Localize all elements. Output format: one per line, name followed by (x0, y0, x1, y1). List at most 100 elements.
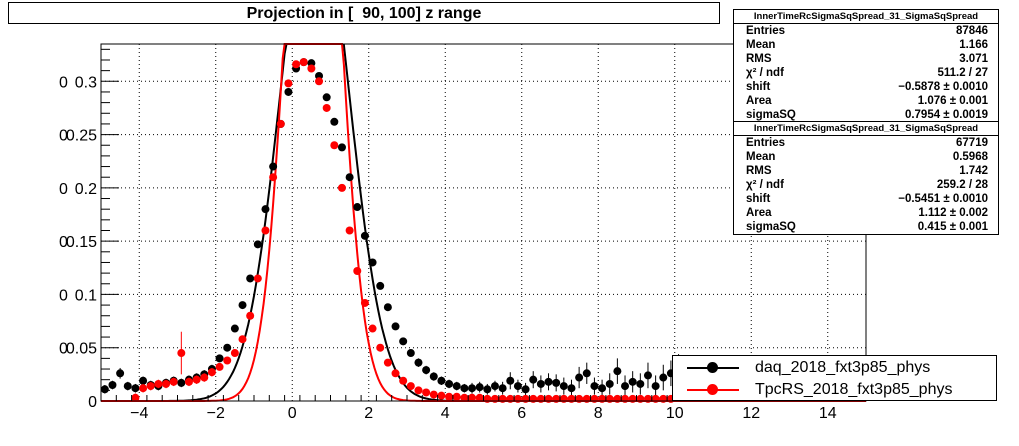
data-point (353, 266, 362, 275)
data-point (108, 381, 117, 390)
data-point (376, 343, 385, 352)
stats-value: 87846 (956, 25, 988, 37)
stats-label: χ² / ndf (746, 67, 784, 79)
data-point (475, 393, 484, 402)
data-point (513, 394, 522, 403)
x-tick-label: 2 (364, 405, 373, 422)
stats-value: 1.076 ± 0.001 (917, 95, 988, 107)
data-point (184, 377, 193, 386)
data-point (345, 173, 354, 182)
data-point (460, 384, 469, 393)
data-point (177, 349, 186, 358)
stats-value: 1.742 (959, 165, 988, 177)
stats-label: RMS (746, 53, 772, 65)
data-point (422, 388, 431, 397)
data-point (391, 369, 400, 378)
stats-value: 0.7954 ± 0.0019 (904, 109, 988, 121)
data-point (483, 385, 492, 394)
data-point (215, 362, 224, 371)
stats-value: 1.166 (959, 39, 988, 51)
data-point (590, 382, 599, 391)
data-point (598, 384, 607, 393)
stats-value: 511.2 / 27 (937, 67, 988, 79)
data-point (490, 394, 499, 403)
data-point (452, 392, 461, 401)
stats-row: sigmaSQ 0.415 ± 0.001 (734, 220, 998, 234)
data-point (483, 394, 492, 403)
data-points (100, 58, 683, 403)
stats-header: InnerTimeRcSigmaSqSpread_31_SigmaSqSprea… (734, 122, 998, 136)
stats-value: 0.5968 (952, 151, 988, 163)
stats-label: Area (746, 207, 772, 219)
y-tick-label: 0 (88, 394, 97, 411)
legend-entry-tpcrs: TpcRS_2018_fxt3p85_phys (673, 379, 996, 401)
x-tick-label: 6 (517, 405, 526, 422)
data-point (521, 385, 530, 394)
data-point (575, 373, 584, 382)
data-point (582, 394, 591, 403)
data-point (598, 394, 607, 403)
x-tick-label: 10 (666, 405, 684, 422)
data-point (383, 303, 392, 312)
data-point (521, 394, 530, 403)
data-point (513, 382, 522, 391)
data-point (269, 173, 278, 182)
data-point (605, 394, 614, 403)
stats-row: RMS 3.071 (734, 52, 998, 66)
data-point (353, 203, 362, 212)
stats-label: shift (746, 81, 771, 93)
data-point (238, 335, 247, 344)
data-point (643, 371, 652, 380)
data-point (406, 349, 415, 358)
data-point (368, 258, 377, 267)
data-point (337, 183, 346, 192)
data-point (330, 117, 339, 126)
data-point (116, 369, 125, 378)
stats-label: χ² / ndf (746, 179, 784, 191)
stats-row: Mean 0.5968 (734, 150, 998, 164)
data-point (613, 394, 622, 403)
data-point (544, 377, 553, 386)
data-point (230, 349, 239, 358)
data-point (582, 369, 591, 378)
x-tick-label: 14 (819, 405, 837, 422)
data-point (559, 394, 568, 403)
data-point (261, 226, 270, 235)
stats-label: Mean (746, 39, 776, 51)
data-point (643, 394, 652, 403)
data-point (139, 376, 148, 385)
stats-row: RMS 1.742 (734, 164, 998, 178)
data-point (146, 382, 155, 391)
data-point (422, 366, 431, 375)
data-point (246, 274, 255, 283)
data-point (200, 373, 209, 382)
data-point (238, 301, 247, 310)
stats-label: Entries (746, 25, 785, 37)
data-point (567, 394, 576, 403)
data-point (498, 384, 507, 393)
data-point (246, 311, 255, 320)
data-point (445, 392, 454, 401)
stats-row: Area 1.112 ± 0.002 (734, 206, 998, 220)
data-point (131, 393, 140, 402)
data-point (575, 394, 584, 403)
data-point (498, 394, 507, 403)
data-point (215, 354, 224, 363)
data-point (659, 373, 668, 382)
data-point (169, 377, 178, 386)
data-point (506, 394, 515, 403)
data-point (177, 378, 186, 387)
data-point (605, 379, 614, 388)
stats-label: Entries (746, 137, 785, 149)
legend-label: TpcRS_2018_fxt3p85_phys (755, 381, 953, 398)
data-point (192, 375, 201, 384)
data-point (452, 382, 461, 391)
y-tick-label: 0.3 (75, 74, 97, 91)
data-point (475, 383, 484, 392)
y-tick-overlay-label: 0 (59, 181, 68, 198)
data-point (383, 358, 392, 367)
stats-box-tpcrs: InnerTimeRcSigmaSqSpread_31_SigmaSqSprea… (733, 121, 999, 235)
data-point (552, 378, 561, 387)
data-point (628, 394, 637, 403)
y-tick-overlay-label: 0 (59, 234, 68, 251)
